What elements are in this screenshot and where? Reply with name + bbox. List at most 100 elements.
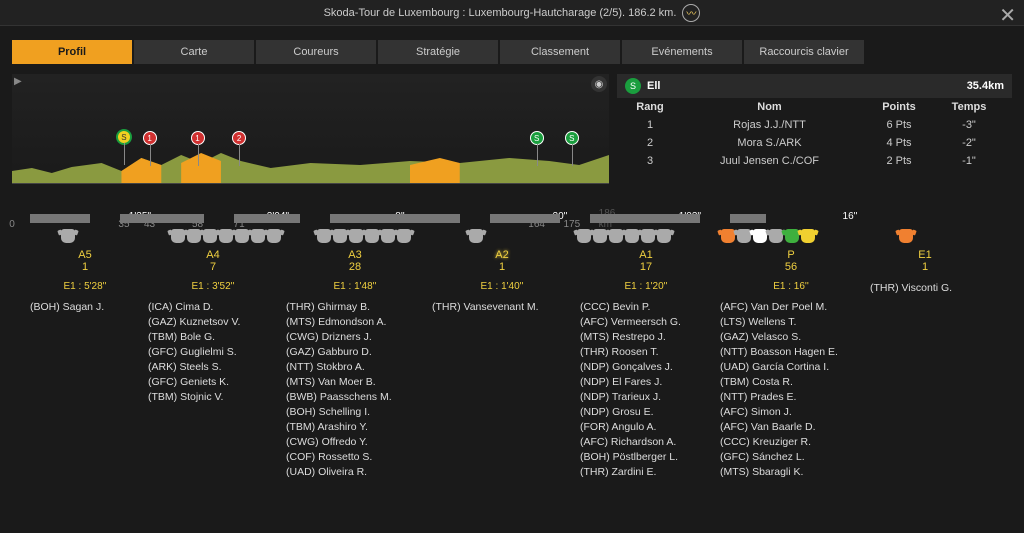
rider-name: (BOH) Sagan J. (30, 300, 140, 315)
col-header: Nom (675, 101, 864, 113)
sprint-location: Ell (647, 80, 967, 92)
rider-name: (GFC) Geniets K. (148, 375, 278, 390)
table-row: 3Juul Jensen C./COF2 Pts-1" (617, 152, 1012, 170)
group-count: 1 (870, 261, 980, 273)
rider-name: (MTS) Sbaragli K. (720, 465, 862, 480)
rider-name: (TBM) Arashiro Y. (286, 420, 424, 435)
tab-profil[interactable]: Profil (12, 40, 132, 64)
jersey-row (0, 229, 1024, 247)
rider-name: (NTT) Prades E. (720, 390, 862, 405)
tab-carte[interactable]: Carte (134, 40, 254, 64)
group-bar (590, 214, 700, 223)
group-bar (120, 214, 204, 223)
rider-name: (THR) Ghirmay B. (286, 300, 424, 315)
red-pin-icon[interactable]: 2 (232, 131, 246, 145)
tab-evénements[interactable]: Evénements (622, 40, 742, 64)
group-bar (730, 214, 766, 223)
rider-name: (TBM) Costa R. (720, 375, 862, 390)
group-col: E11(THR) Visconti G. (870, 249, 980, 480)
rider-name: (NTT) Boasson Hagen E. (720, 345, 862, 360)
rider-name: (NDP) El Fares J. (580, 375, 712, 390)
group-count: 17 (580, 261, 712, 273)
group-columns: A51E1 : 5'28''(BOH) Sagan J.A47E1 : 3'52… (0, 247, 1024, 480)
jersey-grey-icon (469, 229, 483, 243)
rider-name: (THR) Visconti G. (870, 281, 980, 296)
jersey-grey-icon (267, 229, 281, 243)
tab-bar: ProfilCarteCoureursStratégieClassementEv… (12, 40, 1012, 64)
elevation-chart[interactable]: ▶ ◉ S112SS (12, 74, 609, 184)
col-header: Points (864, 101, 934, 113)
rider-name: (NDP) Grosu E. (580, 405, 712, 420)
tab-coureurs[interactable]: Coureurs (256, 40, 376, 64)
group-gap: E1 : 16'' (720, 281, 862, 292)
jersey-orange-icon (899, 229, 913, 243)
table-row: 1Rojas J.J./NTT6 Pts-3" (617, 116, 1012, 134)
rider-name: (UAD) Oliveira R. (286, 465, 424, 480)
group-bar (490, 214, 560, 223)
group-code: A3 (286, 249, 424, 261)
tab-stratégie[interactable]: Stratégie (378, 40, 498, 64)
group-bar (234, 214, 300, 223)
rider-name: (THR) Vansevenant M. (432, 300, 572, 315)
group-gap: E1 : 5'28'' (30, 281, 140, 292)
rider-name: (GAZ) Kuznetsov V. (148, 315, 278, 330)
group-col: A117 E1 : 1'20'' (CCC) Bevin P.(AFC) Verme… (580, 249, 712, 480)
rider-name: (CCC) Bevin P. (580, 300, 712, 315)
group-count: 7 (148, 261, 278, 273)
sprint-distance: 35.4km (967, 80, 1004, 92)
table-row: 2Mora S./ARK4 Pts-2" (617, 134, 1012, 152)
group-count: 56 (720, 261, 862, 273)
rider-name: (COF) Rossetto S. (286, 450, 424, 465)
rider-name: (GFC) Guglielmi S. (148, 345, 278, 360)
rider-name: (CWG) Offredo Y. (286, 435, 424, 450)
green-pin-icon[interactable]: S (565, 131, 579, 145)
red-pin-icon[interactable]: 1 (143, 131, 157, 145)
rider-name: (AFC) Vermeersch G. (580, 315, 712, 330)
group-gap: E1 : 1'20'' (580, 281, 712, 292)
close-icon[interactable]: ✕ (999, 3, 1016, 28)
results-panel: S Ell 35.4km RangNomPointsTemps1Rojas J.… (617, 74, 1012, 214)
group-gap-bar: 1'35''2'04''8''20''1'03''16'' (0, 214, 1024, 226)
group-col: P56 E1 : 16'' (AFC) Van Der Poel M.(LTS) W… (720, 249, 862, 480)
rider-name: (BOH) Pöstlberger L. (580, 450, 712, 465)
rider-name: (UAD) García Cortina I. (720, 360, 862, 375)
rider-name: (GAZ) Velasco S. (720, 330, 862, 345)
rider-name: (FOR) Angulo A. (580, 420, 712, 435)
rider-name: (GAZ) Gabburo D. (286, 345, 424, 360)
page-title: Skoda-Tour de Luxembourg : Luxembourg-Ha… (324, 7, 677, 19)
group-col: A21E1 : 1'40''(THR) Vansevenant M. (432, 249, 572, 480)
stage-type-icon: 〰 (682, 4, 700, 22)
jersey-grey-icon (61, 229, 75, 243)
rider-name: (AFC) Van Der Poel M. (720, 300, 862, 315)
rider-name: (NTT) Stokbro A. (286, 360, 424, 375)
rider-name: (LTS) Wellens T. (720, 315, 862, 330)
rider-name: (TBM) Stojnic V. (148, 390, 278, 405)
rider-name: (BWB) Paasschens M. (286, 390, 424, 405)
group-count: 1 (30, 261, 140, 273)
group-code: A4 (148, 249, 278, 261)
tab-classement[interactable]: Classement (500, 40, 620, 64)
group-bar (330, 214, 460, 223)
group-gap: E1 : 1'40'' (432, 281, 572, 292)
group-gap: E1 : 3'52'' (148, 281, 278, 292)
play-icon[interactable]: ▶ (14, 76, 22, 87)
red-pin-icon[interactable]: 1 (191, 131, 205, 145)
group-col: A47 E1 : 3'52'' (ICA) Cima D.(GAZ) Kuznets… (148, 249, 278, 480)
rider-name: (ICA) Cima D. (148, 300, 278, 315)
group-code: A1 (580, 249, 712, 261)
group-col: A51 E1 : 5'28'' (BOH) Sagan J. (30, 249, 140, 480)
jersey-grey-icon (397, 229, 411, 243)
group-count: 28 (286, 261, 424, 273)
checkered-icon: ◉ (591, 76, 607, 92)
group-gap: E1 : 1'48'' (286, 281, 424, 292)
jersey-grey-icon (657, 229, 671, 243)
col-header: Temps (934, 101, 1004, 113)
sprint-badge-icon: S (625, 78, 641, 94)
rider-name: (BOH) Schelling I. (286, 405, 424, 420)
yellow-pin-icon[interactable]: S (116, 129, 132, 145)
green-pin-icon[interactable]: S (530, 131, 544, 145)
group-code: A5 (30, 249, 140, 261)
tab-raccourcis-clavier[interactable]: Raccourcis clavier (744, 40, 864, 64)
rider-name: (MTS) Edmondson A. (286, 315, 424, 330)
group-code: P (720, 249, 862, 261)
